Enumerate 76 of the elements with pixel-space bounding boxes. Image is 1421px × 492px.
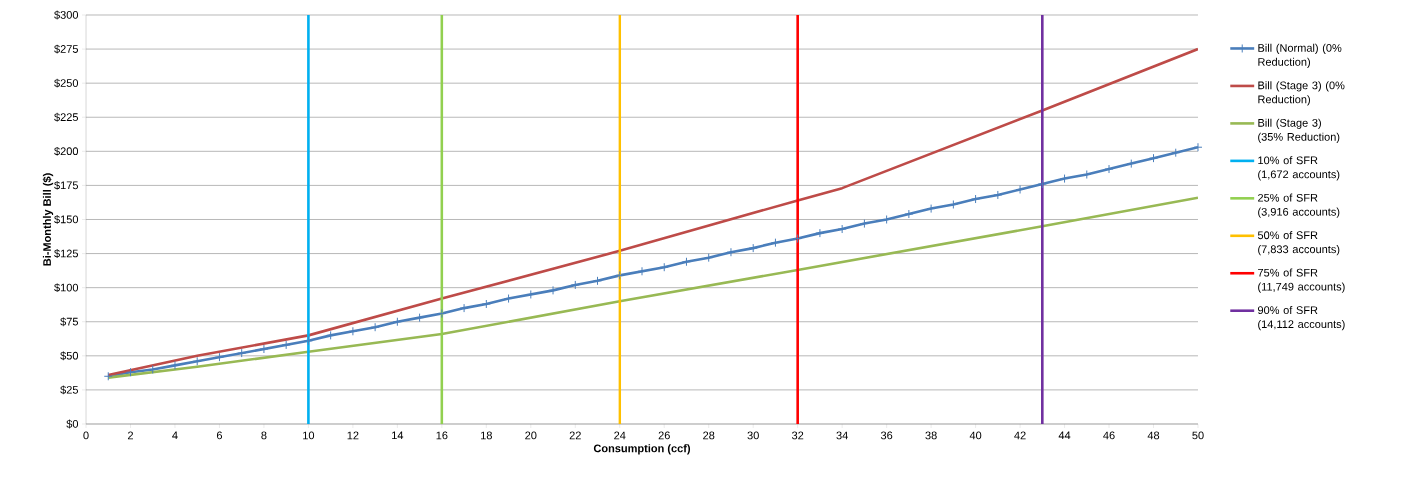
y-tick-label: $125: [54, 249, 79, 259]
legend-label: 75% of SFR (11,749 accounts): [1258, 268, 1345, 293]
y-tick-label: $0: [66, 419, 79, 429]
point: [370, 322, 380, 332]
x-tick-label: 38: [925, 431, 937, 440]
point: [214, 352, 224, 362]
point: [192, 356, 202, 366]
x-tick-label: 28: [703, 431, 715, 440]
y-tick-label: $100: [54, 283, 79, 293]
legend-label: 10% of SFR (1,672 accounts): [1258, 156, 1340, 181]
x-tick-label: 16: [436, 431, 448, 440]
point: [103, 371, 113, 381]
x-tick-label: 26: [658, 431, 670, 440]
y-tick-label: $175: [54, 180, 79, 190]
x-tick-label: 6: [216, 431, 223, 440]
y-tick-label: $75: [60, 317, 79, 327]
x-tick-label: 46: [1103, 431, 1115, 440]
x-tick-label: 34: [836, 431, 848, 440]
x-tick-label: 48: [1147, 431, 1160, 440]
point: [815, 228, 825, 238]
x-tick-label: 44: [1058, 431, 1071, 440]
point: [770, 238, 780, 248]
x-tick-label: 8: [261, 431, 267, 440]
x-tick-label: 36: [880, 431, 893, 440]
point: [237, 348, 247, 358]
x-tick-label: 50: [1192, 431, 1204, 440]
x-tick-label: 40: [969, 431, 982, 440]
x-tick-label: 22: [569, 431, 581, 440]
point: [1193, 142, 1203, 152]
point: [748, 243, 758, 253]
point: [570, 280, 580, 290]
line-series: [106, 47, 1198, 377]
y-tick-label: $275: [54, 44, 79, 54]
x-tick-label: 12: [347, 431, 359, 440]
legend-label: 50% of SFR (7,833 accounts): [1257, 231, 1340, 256]
point: [348, 326, 358, 336]
point: [659, 262, 669, 272]
point: [926, 204, 936, 214]
y-axis-title: Bi-Monthly Bill ($): [42, 173, 54, 266]
y-tick-label: $250: [54, 78, 79, 88]
point: [1126, 159, 1136, 169]
x-tick-label: 4: [172, 431, 178, 440]
y-tick-label: $25: [60, 385, 79, 395]
point: [281, 340, 291, 350]
y-tick-label: $150: [54, 215, 79, 224]
legend-label: Bill (Stage 3) (35% Reduction): [1258, 118, 1340, 143]
point: [392, 317, 402, 327]
point: [704, 253, 714, 263]
x-tick-label: 0: [83, 431, 89, 440]
x-tick-label: 20: [525, 431, 537, 440]
y-tick-label: $300: [54, 10, 79, 20]
x-tick-label: 18: [481, 431, 492, 440]
point: [726, 247, 736, 257]
point: [993, 190, 1003, 200]
point: [904, 209, 914, 219]
point: [1171, 148, 1181, 158]
x-tick-label: 24: [614, 431, 626, 440]
x-axis-title: Consumption (ccf): [593, 444, 691, 455]
y-tick-label: $200: [54, 146, 79, 156]
x-tick-label: 42: [1014, 431, 1026, 440]
x-tick-label: 32: [791, 431, 804, 440]
point: [548, 285, 558, 295]
x-tick-label: 14: [392, 431, 404, 440]
legend-label: 25% of SFR (3,916 accounts): [1258, 193, 1340, 218]
point: [1037, 179, 1047, 189]
legend-label: Bill (Normal) (0% Reduction): [1258, 43, 1342, 68]
x-tick-label: 10: [303, 431, 315, 440]
x-tick-label: 30: [747, 431, 759, 440]
y-tick-label: $50: [60, 351, 79, 361]
line-series: [106, 196, 1198, 379]
legend-label: 90% of SFR (14,112 accounts): [1258, 305, 1345, 331]
x-tick-label: 2: [127, 431, 134, 440]
point: [859, 219, 869, 229]
legend-label: Bill (Stage 3) (0% Reduction): [1258, 81, 1345, 106]
point: [303, 336, 313, 346]
y-tick-label: $225: [54, 112, 79, 122]
